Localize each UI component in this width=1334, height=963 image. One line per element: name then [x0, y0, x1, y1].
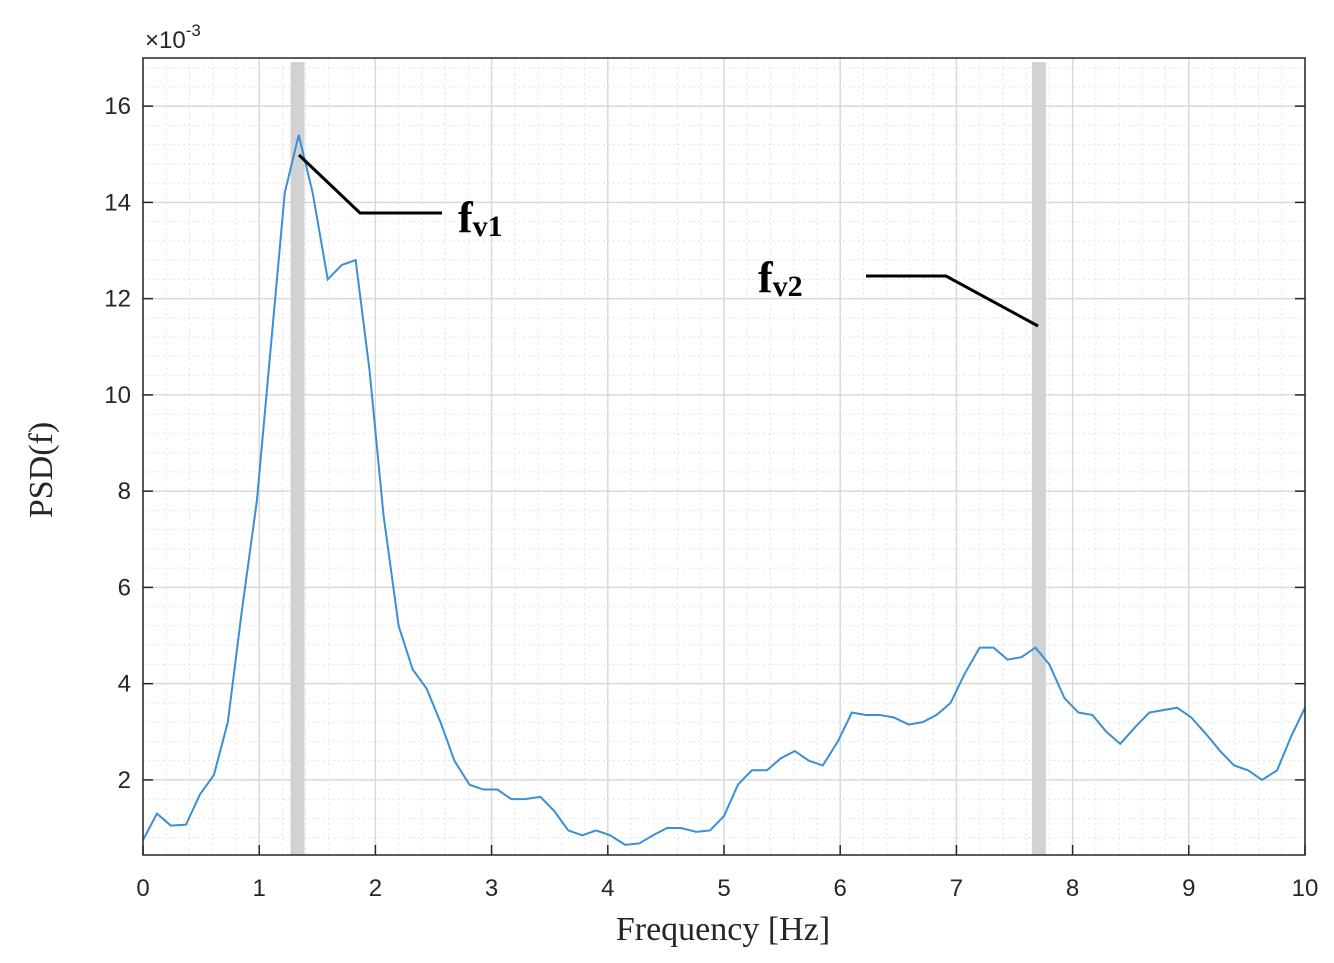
x-tick-label: 3 [485, 875, 498, 902]
x-tick-label: 8 [1066, 875, 1079, 902]
highlight-band [290, 62, 305, 855]
y-tick-label: 16 [104, 93, 131, 120]
axes-box [142, 57, 1306, 856]
annotation-sub: v2 [773, 270, 803, 303]
annotation-leader [866, 274, 1039, 328]
x-axis-label: Frequency [Hz] [616, 911, 830, 948]
data-line [142, 134, 1306, 846]
y-tick-label: 10 [104, 382, 131, 409]
y-tick-label: 6 [118, 574, 131, 601]
annotation-text: f [758, 253, 774, 302]
y-axis-label: PSD(f) [23, 422, 60, 518]
annotation-text: f [458, 193, 474, 242]
annotation-sub: v1 [473, 210, 503, 243]
x-tick-label: 0 [136, 875, 149, 902]
y-tick-label: 2 [118, 767, 131, 794]
x-tick-label: 9 [1182, 875, 1195, 902]
y-tick-label: 14 [104, 189, 131, 216]
y-multiplier: ×10-3 [145, 21, 201, 54]
highlight-band [1031, 62, 1046, 855]
x-tick-label: 10 [1292, 875, 1319, 902]
x-tick-label: 5 [717, 875, 730, 902]
x-tick-label: 1 [253, 875, 266, 902]
x-tick-label: 4 [601, 875, 614, 902]
x-tick-label: 7 [950, 875, 963, 902]
y-tick-label: 8 [118, 478, 131, 505]
y-tick-label: 4 [118, 671, 131, 698]
y-multiplier-exponent: -3 [186, 21, 201, 40]
y-multiplier-base: ×10 [145, 27, 186, 54]
annotation: fv1 [458, 193, 503, 243]
x-tick-label: 6 [834, 875, 847, 902]
x-tick-label: 2 [369, 875, 382, 902]
annotation-leader [297, 153, 442, 215]
y-tick-label: 12 [104, 286, 131, 313]
annotation: fv2 [758, 253, 803, 303]
